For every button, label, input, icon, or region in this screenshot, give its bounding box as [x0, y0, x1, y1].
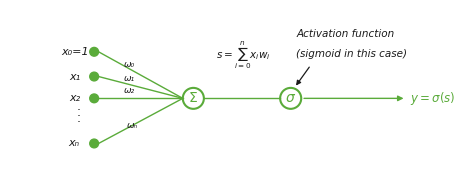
- Text: ·: ·: [76, 116, 81, 129]
- Ellipse shape: [90, 47, 99, 56]
- Text: x₀=1: x₀=1: [61, 47, 89, 57]
- Text: $\sigma$: $\sigma$: [285, 91, 296, 105]
- Text: ω₀: ω₀: [124, 60, 135, 69]
- Ellipse shape: [90, 72, 99, 81]
- Text: Activation function: Activation function: [296, 29, 394, 39]
- Text: x₁: x₁: [70, 71, 81, 81]
- Text: ω₂: ω₂: [124, 86, 135, 95]
- Text: ωₙ: ωₙ: [127, 121, 138, 130]
- Text: xₙ: xₙ: [68, 139, 80, 149]
- Text: $y = \sigma(s)$: $y = \sigma(s)$: [410, 90, 456, 107]
- Ellipse shape: [90, 94, 99, 103]
- Text: x₂: x₂: [70, 93, 81, 103]
- Text: ·: ·: [76, 110, 81, 123]
- Text: ω₁: ω₁: [124, 74, 135, 83]
- Text: $s = \sum_{i=0}^{n} x_i w_i$: $s = \sum_{i=0}^{n} x_i w_i$: [216, 39, 270, 71]
- Text: ·: ·: [76, 104, 81, 117]
- Ellipse shape: [90, 139, 99, 148]
- Text: (sigmoid in this case): (sigmoid in this case): [296, 49, 407, 59]
- Text: $\Sigma$: $\Sigma$: [188, 91, 198, 105]
